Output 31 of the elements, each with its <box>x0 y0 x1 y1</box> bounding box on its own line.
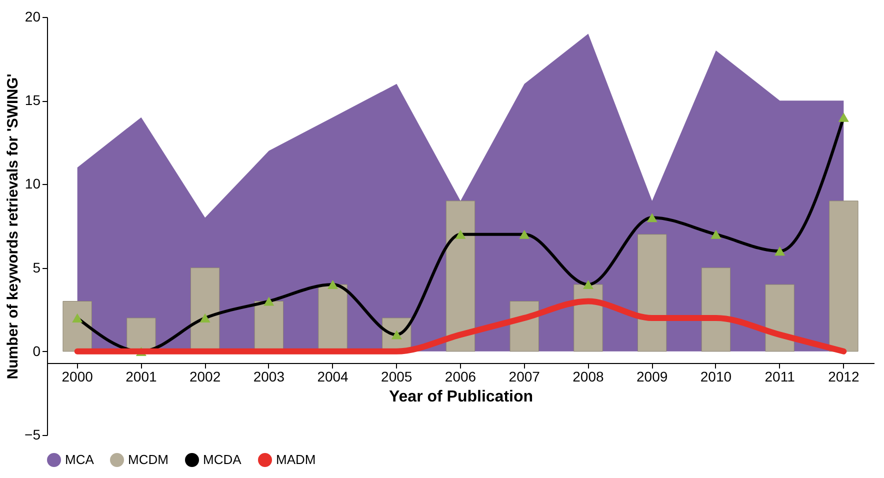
x-tick-label: 2003 <box>253 368 285 384</box>
bar <box>62 300 92 352</box>
legend-label: MCDM <box>128 452 168 467</box>
bar <box>765 284 794 352</box>
bar <box>829 200 858 352</box>
y-tick-label: −5 <box>24 426 41 442</box>
legend-label: MADM <box>276 452 316 467</box>
y-tick-label: 15 <box>24 92 41 108</box>
bar <box>701 268 731 352</box>
x-tick-label: 2012 <box>828 368 860 384</box>
y-tick-label: 10 <box>24 176 41 192</box>
x-tick-label: 2002 <box>189 368 221 384</box>
x-tick-label: 2005 <box>381 368 412 384</box>
x-tick-label: 2009 <box>636 368 668 384</box>
bar <box>446 200 476 352</box>
x-tick-label: 2004 <box>317 368 349 384</box>
x-tick-label: 2011 <box>764 368 796 384</box>
x-tick-label: 2001 <box>126 368 157 384</box>
y-tick-label: 0 <box>32 342 41 359</box>
x-tick-label: 2006 <box>444 368 476 384</box>
x-tick-label: 2008 <box>572 368 604 384</box>
x-tick-label: 2010 <box>700 368 732 384</box>
legend-label: MCDA <box>203 452 242 467</box>
legend-label: MCA <box>65 452 94 467</box>
bar <box>637 234 667 352</box>
y-tick-label: 20 <box>24 8 41 24</box>
y-axis-title: Number of keywords retrievals for 'SWING' <box>4 74 22 380</box>
y-tick-label: 5 <box>32 259 41 276</box>
x-axis-title: Year of Publication <box>388 388 534 406</box>
x-tick-label: 2007 <box>508 368 540 384</box>
x-tick-label: 2000 <box>62 368 94 384</box>
